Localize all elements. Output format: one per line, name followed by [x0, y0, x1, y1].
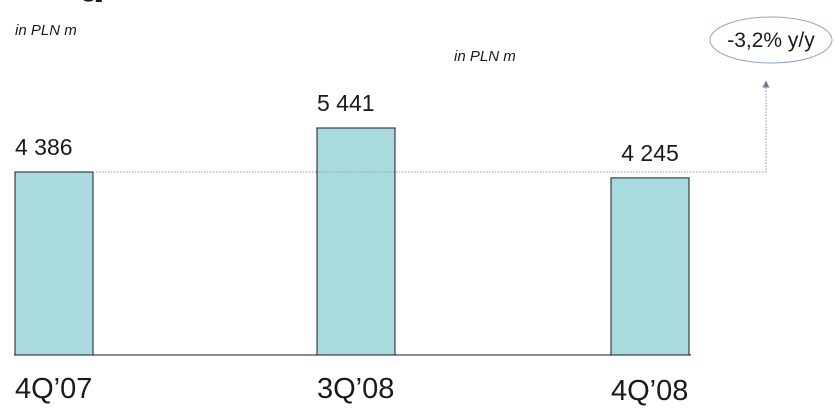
cropped-title-fragment: g [78, 0, 118, 2]
category-label-1: 4Q’07 [15, 373, 92, 405]
bars-layer [14, 127, 691, 356]
category-label-2: 3Q’08 [317, 373, 394, 405]
value-label-2: 5 441 [317, 90, 375, 116]
category-label-3: 4Q’08 [611, 375, 688, 407]
comparison-connector [93, 80, 770, 173]
change-badge: -3,2% y/y [709, 16, 833, 64]
unit-label-primary: in PLN m [15, 22, 77, 39]
bar-3 [610, 177, 690, 356]
change-badge-text: -3,2% y/y [727, 29, 815, 52]
labels-layer: 4 386 4Q’07 5 441 3Q’08 4 245 4Q’08 [15, 90, 688, 407]
value-label-1: 4 386 [15, 134, 73, 160]
bar-2 [316, 127, 396, 356]
comparison-arrow [93, 80, 770, 173]
value-label-3: 4 245 [621, 140, 679, 166]
bar-1 [14, 171, 94, 356]
unit-label-secondary: in PLN m [454, 48, 516, 65]
